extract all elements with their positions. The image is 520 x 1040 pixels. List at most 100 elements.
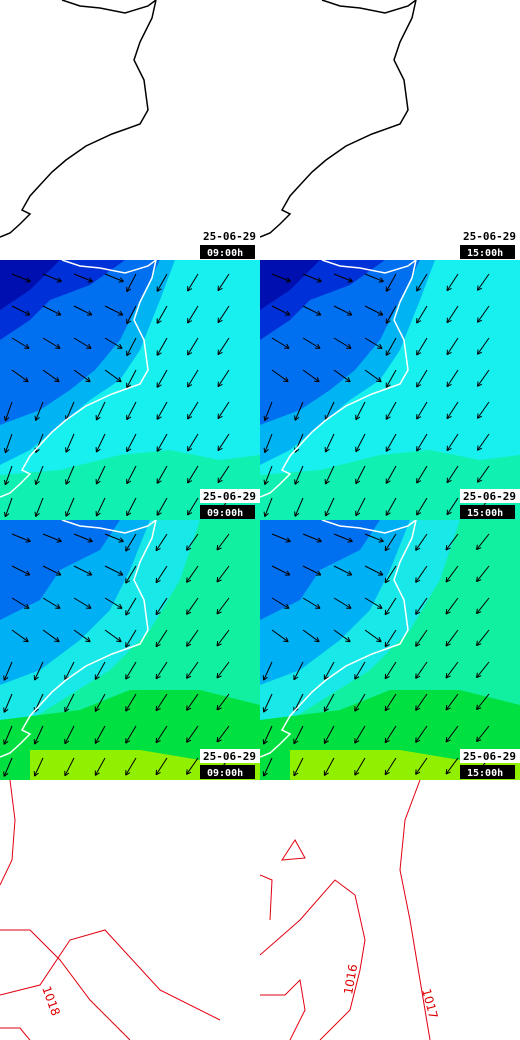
arrow-head	[3, 771, 9, 777]
arrow-head	[446, 413, 452, 420]
wind-arrow	[263, 725, 273, 745]
panel-coast	[0, 0, 157, 238]
arrow-head	[377, 603, 383, 609]
arrow-head	[384, 641, 390, 648]
wind-arrow	[42, 533, 62, 542]
arrow-head	[24, 603, 30, 609]
arrow-head	[476, 576, 482, 583]
arrow-head	[416, 382, 422, 388]
arrow-head	[376, 376, 382, 383]
wind-arrow	[271, 273, 291, 282]
arrow-head	[118, 537, 124, 543]
wind-arrow	[385, 497, 397, 516]
arrow-head	[87, 277, 93, 283]
wind-arrow	[476, 661, 490, 678]
arrow-head	[384, 577, 390, 584]
wind-arrow	[125, 693, 137, 712]
wind-arrow	[364, 273, 384, 282]
arrow-head	[155, 769, 161, 776]
wind-arrow	[156, 369, 168, 388]
wind-arrow	[35, 465, 44, 485]
arrow-head	[125, 674, 131, 680]
arrow-head	[385, 318, 391, 324]
arrow-head	[345, 636, 351, 643]
arrow-head	[446, 285, 452, 292]
wind-arrow	[446, 305, 459, 324]
arrow-head	[415, 545, 421, 551]
arrow-head	[95, 415, 101, 421]
wind-arrow	[385, 401, 397, 420]
wind-arrow	[354, 757, 366, 776]
wind-arrow	[95, 433, 106, 453]
arrow-head	[415, 609, 421, 615]
arrow-head	[156, 446, 162, 452]
wind-arrow	[187, 273, 199, 292]
arrow-head	[347, 537, 353, 543]
wind-arrow	[217, 369, 230, 387]
wind-arrow	[95, 401, 106, 421]
arrow-head	[315, 343, 321, 349]
wind-arrow	[364, 337, 383, 349]
wind-arrow	[415, 565, 428, 583]
wind-arrow	[477, 273, 490, 291]
arrow-head	[217, 349, 223, 356]
arrow-head	[155, 545, 161, 552]
arrow-head	[186, 609, 192, 615]
panel-contours	[0, 780, 221, 1040]
wind-arrow	[293, 757, 304, 777]
arrow-head	[33, 675, 39, 681]
wind-arrow	[384, 757, 397, 776]
wind-arrow	[73, 305, 93, 316]
wind-arrow	[186, 565, 199, 583]
arrow-head	[95, 511, 101, 517]
date-label: 25-06-29	[203, 230, 256, 243]
stamp: 25-06-29 09:00h	[200, 229, 260, 259]
arrow-head	[94, 674, 100, 680]
arrow-head	[155, 673, 161, 680]
wind-arrow	[476, 693, 490, 710]
date-label: 25-06-29	[463, 490, 516, 503]
wind-arrow	[384, 661, 397, 680]
arrow-head	[187, 478, 193, 484]
arrow-head	[187, 286, 193, 292]
arrow-head	[187, 510, 193, 516]
wind-arrow	[155, 565, 168, 584]
time-label: 09:00h	[207, 768, 243, 779]
arrow-head	[56, 277, 62, 283]
wind-arrow	[476, 533, 490, 550]
arrow-head	[262, 707, 268, 713]
wind-arrow	[415, 597, 428, 615]
wind-arrow	[73, 369, 91, 383]
wind-arrow	[186, 661, 199, 679]
wind-arrow	[416, 273, 428, 292]
time-box	[200, 245, 255, 259]
arrow-head	[446, 445, 452, 452]
time-label: 09:00h	[207, 248, 243, 259]
arrow-head	[217, 285, 223, 292]
arrow-head	[262, 675, 268, 681]
arrow-head	[125, 642, 131, 648]
wind-arrow	[95, 497, 106, 517]
arrow-head	[384, 545, 390, 552]
wind-arrow	[187, 305, 199, 324]
arrow-head	[385, 414, 391, 420]
arrow-head	[284, 570, 291, 576]
wind-arrow	[294, 497, 304, 517]
arrow-head	[126, 382, 132, 389]
arrow-head	[187, 350, 193, 356]
arrow-head	[55, 603, 61, 609]
arrow-head	[94, 706, 100, 712]
arrow-head	[384, 673, 390, 680]
arrow-head	[263, 511, 269, 518]
wind-arrow	[355, 465, 366, 485]
arrow-head	[186, 641, 192, 647]
wind-arrow	[364, 629, 382, 643]
wind-arrow	[217, 337, 230, 355]
wind-arrow	[385, 305, 397, 324]
arrow-head	[263, 479, 269, 486]
arrow-head	[385, 446, 391, 452]
wind-arrow	[354, 725, 366, 744]
wind-arrow	[64, 693, 75, 713]
date-label: 25-06-29	[463, 750, 516, 763]
